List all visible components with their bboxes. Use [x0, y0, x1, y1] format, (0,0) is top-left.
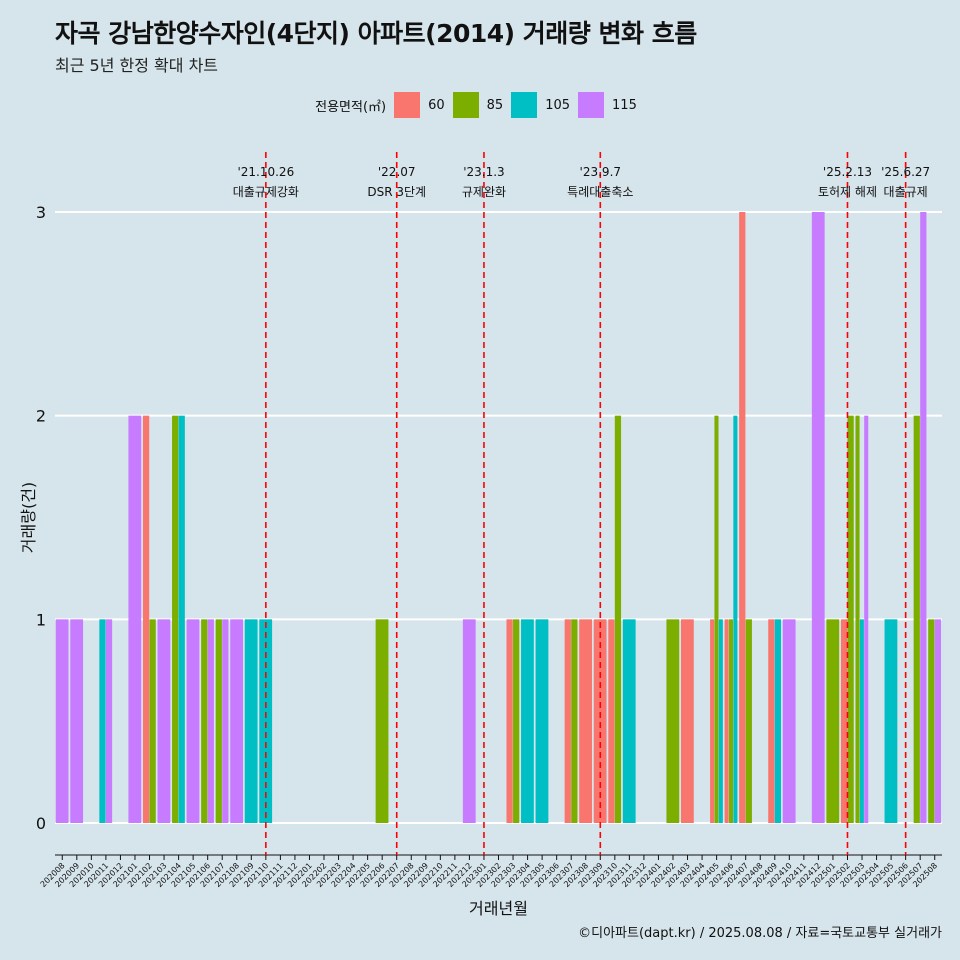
legend-item-105: 105	[511, 92, 570, 118]
legend-label-60: 60	[428, 97, 445, 113]
bar-105-202503	[859, 619, 864, 823]
bar-85-202104	[172, 415, 179, 823]
bar-105-202409	[774, 619, 782, 823]
legend: 전용면적(㎡) 60 85 105 115	[0, 92, 960, 118]
bar-105-202311	[622, 619, 636, 823]
legend-swatch-85	[452, 92, 479, 118]
chart-subtitle: 최근 5년 한정 확대 차트	[55, 56, 219, 75]
bar-105-202304	[521, 619, 534, 823]
bar-115-202212	[462, 619, 476, 823]
bar-115-202410	[782, 619, 796, 823]
bar-105-202104	[178, 415, 185, 823]
bar-85-202502	[847, 415, 854, 823]
bar-60-202409	[768, 619, 775, 823]
bar-60-202310	[608, 619, 615, 823]
bar-115-202508	[934, 619, 941, 823]
bar-115-202412	[811, 212, 825, 823]
x-axis-title: 거래년월	[469, 899, 528, 918]
bar-105-202305	[535, 619, 549, 823]
event-name-label: 특례대출축소	[567, 185, 633, 199]
legend-title: 전용면적(㎡)	[315, 99, 387, 115]
event-name-label: 토허제 해제	[818, 185, 877, 199]
bar-60-202502	[840, 619, 848, 823]
event-date-label: '21.10.26	[237, 165, 294, 179]
bar-105-202109	[244, 619, 258, 823]
bar-85-202508	[928, 619, 935, 823]
bar-85-202106	[201, 619, 208, 823]
bar-85-202402	[666, 619, 680, 823]
chart-title: 자곡 강남한양수자인(4단지) 아파트(2014) 거래량 변화 흐름	[55, 19, 697, 48]
event-date-label: '23.1.3	[463, 165, 504, 179]
bar-115-202011	[105, 619, 113, 823]
y-tick-label: 1	[36, 610, 46, 629]
event-date-label: '25.2.13	[823, 165, 872, 179]
bar-60-202308	[579, 619, 592, 823]
bar-85-202503	[855, 415, 860, 823]
y-tick-label: 2	[36, 407, 46, 426]
event-date-label: '22.07	[378, 165, 416, 179]
event-date-label: '25.6.27	[881, 165, 930, 179]
bar-115-202108	[230, 619, 244, 823]
bar-85-202406	[728, 619, 734, 823]
event-name-label: DSR 3단계	[367, 185, 426, 199]
bar-85-202303	[513, 619, 520, 823]
event-name-label: 대출규제강화	[233, 185, 299, 199]
legend-item-85: 85	[452, 92, 504, 118]
bar-105-202110	[259, 619, 273, 823]
bar-60-202307	[564, 619, 571, 823]
bar-105-202505	[884, 619, 898, 823]
bar-85-202501	[826, 619, 840, 823]
bar-60-202102	[142, 415, 150, 823]
event-name-label: 규제완화	[462, 185, 506, 199]
bar-85-202407	[745, 619, 752, 823]
y-axis-title: 거래량(건)	[19, 482, 38, 553]
bar-115-202106	[207, 619, 214, 823]
bar-85-202307	[571, 619, 578, 823]
legend-label-85: 85	[486, 97, 504, 113]
event-name-label: 대출규제	[884, 185, 928, 199]
legend-label-105: 105	[545, 97, 571, 113]
bar-60-202405	[710, 619, 715, 823]
bar-60-202309	[593, 619, 607, 823]
bar-105-202011	[99, 619, 106, 823]
legend-swatch-105	[511, 92, 538, 118]
legend-swatch-115	[578, 92, 605, 118]
legend-swatch-60	[394, 92, 421, 118]
legend-item-115: 115	[578, 92, 637, 118]
bar-60-202403	[680, 619, 694, 823]
bar-85-202507	[913, 415, 920, 823]
bar-105-202405	[718, 619, 723, 823]
bar-85-202405	[714, 415, 719, 823]
y-tick-label: 3	[36, 203, 46, 222]
bar-85-202102	[149, 619, 156, 823]
bar-85-202107	[215, 619, 222, 823]
y-tick-label: 0	[36, 814, 46, 833]
bar-85-202310	[614, 415, 622, 823]
source-caption: ©디아파트(dapt.kr) / 2025.08.08 / 자료=국토교통부 실…	[578, 926, 942, 941]
bar-60-202407	[739, 212, 746, 823]
bar-115-202103	[157, 619, 171, 823]
bar-60-202406	[724, 619, 729, 823]
bar-115-202105	[186, 619, 200, 823]
bar-85-202206	[375, 619, 389, 823]
bar-105-202406	[733, 415, 738, 823]
bar-60-202303	[506, 619, 513, 823]
bar-115-202009	[70, 619, 84, 823]
legend-item-60: 60	[394, 92, 445, 118]
bar-115-202503	[864, 415, 869, 823]
bar-115-202101	[128, 415, 142, 823]
bar-115-202507	[920, 212, 927, 823]
event-date-label: '23.9.7	[580, 165, 621, 179]
bar-115-202107	[222, 619, 229, 823]
bar-115-202008	[55, 619, 69, 823]
legend-label-115: 115	[612, 97, 637, 113]
